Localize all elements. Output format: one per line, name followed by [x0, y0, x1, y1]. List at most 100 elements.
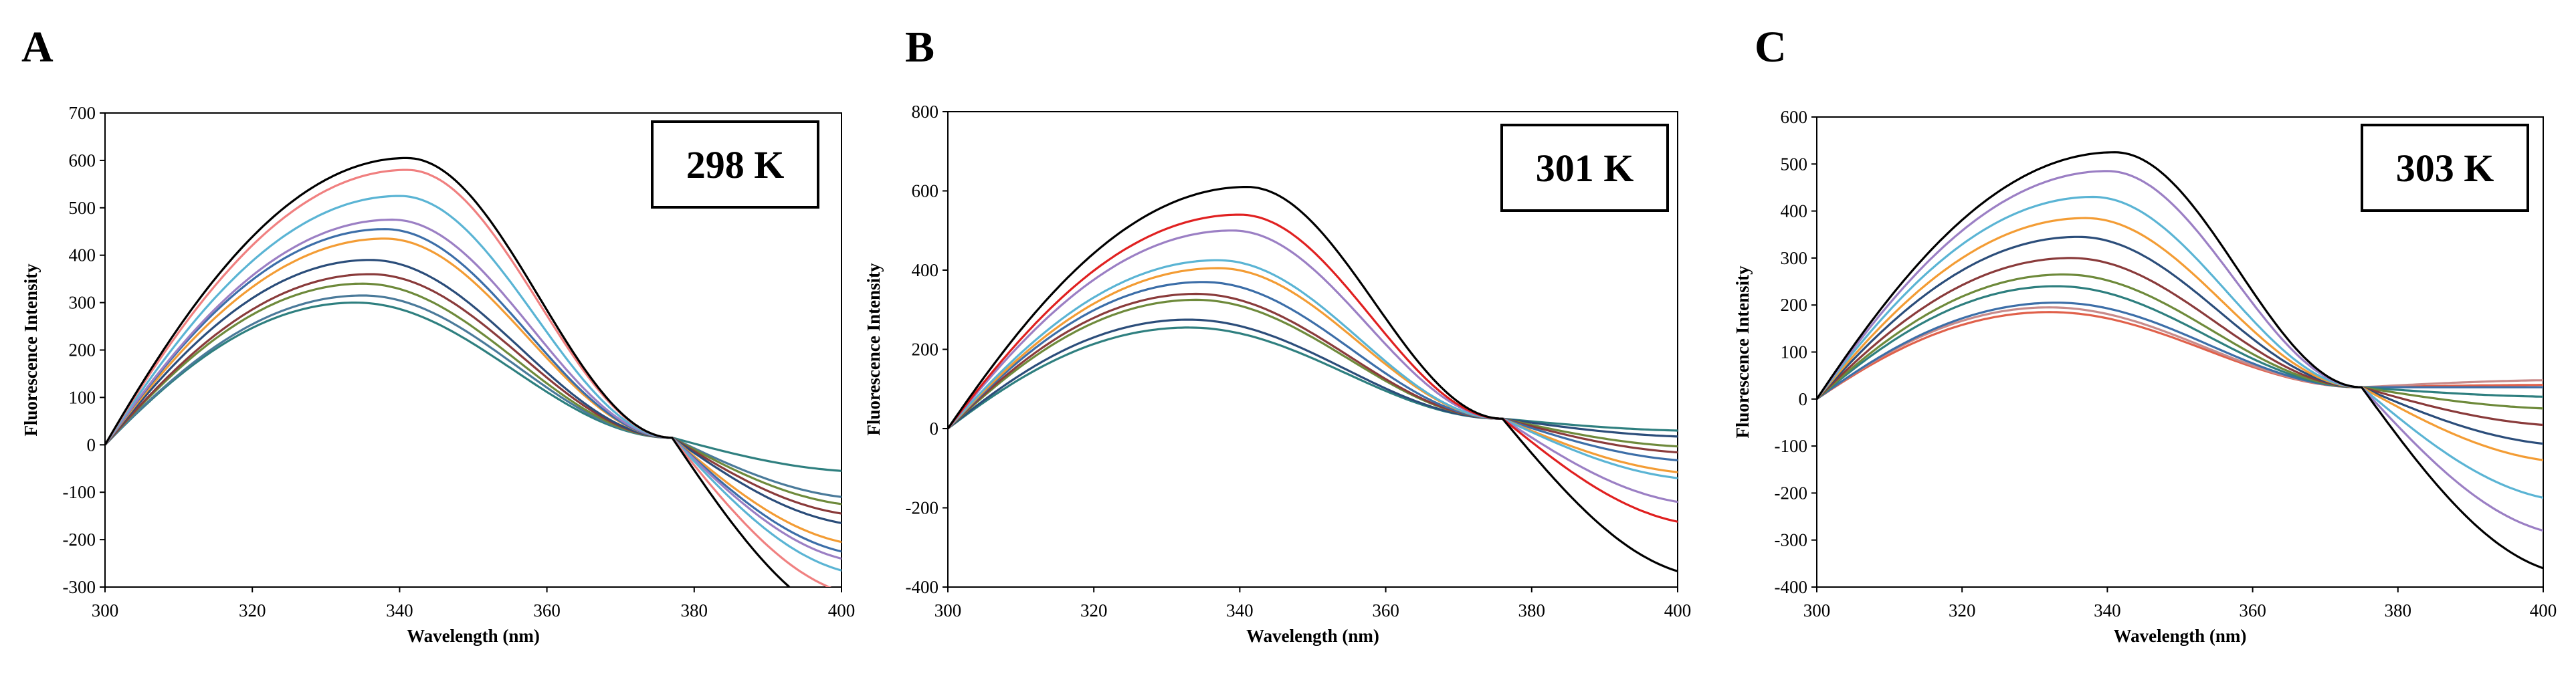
- y-axis-title: Fluorescence Intensity: [21, 263, 41, 437]
- series-line-8: [105, 273, 841, 515]
- panel-c: C -400 -300 -200 -100 0 100 200 300 400 500 600 300 3…: [1732, 23, 2557, 646]
- series-line-4: [105, 218, 841, 560]
- series-line-5: [105, 228, 841, 553]
- series-line-2: [1817, 170, 2543, 532]
- y-tick-label: 0: [87, 435, 96, 455]
- series-line-10: [948, 326, 1678, 432]
- series-line-2: [948, 213, 1678, 523]
- x-tick-label: 380: [1518, 600, 1546, 620]
- temperature-label: 298 K: [686, 143, 785, 187]
- y-axis-title: Fluorescence Intensity: [1732, 265, 1753, 439]
- x-axis-title: Wavelength (nm): [2114, 626, 2247, 646]
- temperature-box: [1500, 124, 1669, 212]
- series-group: [105, 156, 841, 587]
- series-line-6: [948, 281, 1678, 461]
- y-tick-label: 600: [1781, 107, 1808, 127]
- temperature-label: 303 K: [2396, 146, 2494, 190]
- x-tick-label: 360: [533, 600, 561, 620]
- x-tick-label: 380: [681, 600, 708, 620]
- y-tick-label: -300: [1775, 530, 1808, 550]
- series-line-5: [1817, 235, 2543, 445]
- x-tick-label: 340: [2094, 600, 2121, 620]
- y-tick-label: 600: [912, 181, 939, 201]
- x-tick-label: 400: [1664, 600, 1692, 620]
- temperature-box: [2361, 124, 2529, 212]
- y-tick-label: 500: [69, 198, 96, 218]
- series-line-3: [105, 195, 841, 572]
- y-tick-label: 0: [1799, 389, 1808, 409]
- series-line-7: [105, 259, 841, 524]
- series-line-10: [105, 294, 841, 498]
- y-tick-label: 500: [1781, 154, 1808, 174]
- series-line-6: [1817, 257, 2543, 427]
- series-line-6: [105, 237, 841, 544]
- series-group: [1817, 151, 2543, 570]
- y-tick-label: 400: [69, 245, 96, 265]
- panel-letter: B: [905, 23, 934, 72]
- x-tick-label: 300: [92, 600, 119, 620]
- y-tick-label: 300: [69, 293, 96, 313]
- y-tick-label: -400: [1775, 577, 1808, 597]
- y-tick-label: -100: [63, 482, 96, 502]
- series-line-9: [105, 282, 841, 505]
- x-tick-label: 360: [2239, 600, 2266, 620]
- temperature-box: [651, 120, 819, 209]
- series-line-4: [948, 259, 1678, 479]
- x-tick-label: 340: [386, 600, 413, 620]
- x-tick-label: 400: [828, 600, 856, 620]
- y-tick-label: 700: [69, 103, 96, 123]
- y-tick-label: 300: [1781, 248, 1808, 268]
- series-line-9: [948, 318, 1678, 438]
- y-tick-label: 200: [1781, 295, 1808, 315]
- series-line-3: [948, 229, 1678, 503]
- x-tick-label: 320: [1949, 600, 1976, 620]
- x-tick-label: 340: [1226, 600, 1254, 620]
- y-tick-label: 0: [930, 419, 939, 439]
- series-line-11: [105, 302, 841, 472]
- y-tick-label: -100: [1775, 436, 1808, 456]
- y-tick-label: -200: [906, 498, 939, 518]
- x-tick-label: 360: [1372, 600, 1399, 620]
- y-tick-label: 100: [1781, 342, 1808, 362]
- temperature-label: 301 K: [1536, 146, 1634, 190]
- panel-letter: C: [1755, 23, 1787, 72]
- series-line-7: [1817, 273, 2543, 410]
- x-tick-label: 300: [934, 600, 962, 620]
- y-tick-label: 400: [912, 260, 939, 280]
- y-tick-label: 800: [912, 102, 939, 122]
- y-tick-label: 100: [69, 387, 96, 407]
- y-tick-label: 400: [1781, 201, 1808, 221]
- series-line-1: [948, 186, 1678, 572]
- x-tick-label: 300: [1803, 600, 1831, 620]
- y-tick-label: -300: [63, 577, 96, 597]
- y-tick-label: 200: [912, 340, 939, 360]
- x-tick-label: 380: [2385, 600, 2412, 620]
- x-tick-label: 320: [239, 600, 266, 620]
- panel-b: B -400 -200 0 200 400 600 800 300 320 340 360 380 400…: [864, 23, 1691, 646]
- series-line-7: [948, 292, 1678, 454]
- x-axis-title: Wavelength (nm): [407, 626, 540, 646]
- series-line-8: [948, 298, 1678, 448]
- y-tick-label: 200: [69, 340, 96, 360]
- series-line-10: [1817, 306, 2543, 401]
- series-line-5: [948, 267, 1678, 473]
- x-axis-title: Wavelength (nm): [1246, 626, 1379, 646]
- y-tick-label: -200: [63, 530, 96, 550]
- y-axis-title: Fluorescence Intensity: [864, 263, 884, 436]
- y-tick-label: -400: [906, 577, 939, 597]
- series-line-11: [1817, 311, 2543, 401]
- series-line-8: [1817, 285, 2543, 401]
- x-tick-label: 320: [1080, 600, 1108, 620]
- x-tick-label: 400: [2530, 600, 2557, 620]
- series-line-1: [1817, 151, 2543, 570]
- series-line-3: [1817, 195, 2543, 499]
- panel-a: A -300 -200 -100 0 100 200 300 400 500 600 700 300 32…: [21, 23, 855, 646]
- series-line-1: [105, 156, 791, 587]
- series-line-2: [105, 168, 832, 587]
- series-group: [948, 186, 1678, 572]
- series-line-4: [1817, 217, 2543, 461]
- panel-letter: A: [21, 23, 54, 72]
- y-tick-label: -200: [1775, 483, 1808, 503]
- y-tick-label: 600: [69, 150, 96, 170]
